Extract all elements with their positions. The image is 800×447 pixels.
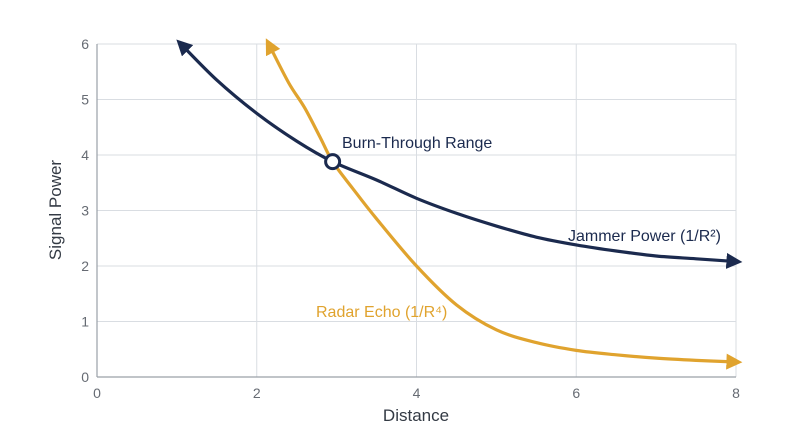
y-tick-label: 6 <box>81 36 89 52</box>
radar-series-label: Radar Echo (1/R⁴) <box>316 304 447 321</box>
x-tick-label: 4 <box>413 385 421 401</box>
burn-through-point <box>324 153 342 171</box>
x-axis-title: Distance <box>383 406 449 425</box>
x-tick-label: 8 <box>732 385 740 401</box>
y-tick-label: 3 <box>81 203 89 219</box>
grid <box>97 43 737 377</box>
x-tick-label: 0 <box>93 385 101 401</box>
x-tick-label: 6 <box>572 385 580 401</box>
y-tick-label: 2 <box>81 258 89 274</box>
y-axis-title: Signal Power <box>46 160 65 261</box>
y-tick-label: 5 <box>81 92 89 108</box>
y-tick-label: 1 <box>81 314 89 330</box>
y-tick-label: 4 <box>81 147 89 163</box>
y-tick-label: 0 <box>81 369 89 385</box>
series-layer <box>176 38 743 370</box>
annotation-layer: Burn-Through Range Jammer Power (1/R²) R… <box>316 135 721 321</box>
burn-through-label: Burn-Through Range <box>342 135 492 152</box>
jammer-series-label: Jammer Power (1/R²) <box>568 228 721 245</box>
x-tick-label: 2 <box>253 385 261 401</box>
jammer-power-line <box>176 39 743 269</box>
axes: 0 2 4 6 8 0 1 2 3 4 5 6 <box>81 36 740 401</box>
